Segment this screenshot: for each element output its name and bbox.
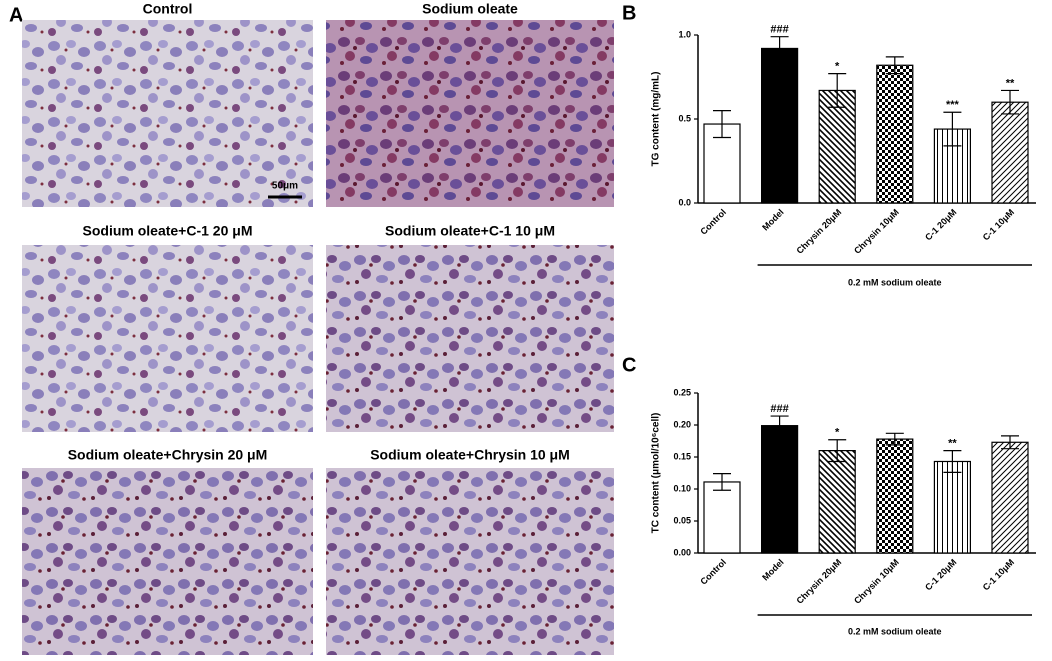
error-bar xyxy=(828,439,847,463)
significance: * xyxy=(835,61,840,73)
x-tick-label: Control xyxy=(698,207,728,237)
panel-label: A xyxy=(9,4,23,26)
y-axis-label: TG content (mg/mL) xyxy=(651,72,662,167)
significance: * xyxy=(835,427,840,439)
micrograph xyxy=(326,20,614,207)
bar xyxy=(876,438,914,554)
bar xyxy=(933,460,972,554)
significance: ### xyxy=(770,403,788,415)
image-title: Sodium oleate+Chrysin 20 μM xyxy=(68,447,268,463)
significance: ### xyxy=(770,24,788,36)
panel-label: B xyxy=(622,2,636,24)
x-tick-label: Control xyxy=(698,557,728,587)
micrograph xyxy=(326,245,614,432)
y-tick-label: 1.0 xyxy=(678,29,691,39)
error-bar xyxy=(713,473,731,491)
error-bar xyxy=(713,110,731,139)
error-bar xyxy=(885,56,904,75)
error-bar xyxy=(770,415,789,436)
error-bar xyxy=(1001,89,1019,115)
micrograph xyxy=(22,468,313,655)
y-tick-label: 0.05 xyxy=(673,515,691,525)
x-tick-label: C-1 20μM xyxy=(923,557,958,592)
x-tick-label: Chrysin 10μM xyxy=(852,207,901,256)
significance: ** xyxy=(948,438,957,450)
bar xyxy=(991,101,1029,204)
y-tick-label: 0.5 xyxy=(678,113,691,123)
group-label: 0.2 mM sodium oleate xyxy=(848,626,942,636)
y-tick-label: 0.00 xyxy=(673,547,691,557)
group-label: 0.2 mM sodium oleate xyxy=(848,277,942,287)
x-tick-label: C-1 10μM xyxy=(981,207,1016,242)
image-title: Sodium oleate+Chrysin 10 μM xyxy=(370,447,570,463)
error-bar xyxy=(885,432,904,446)
scale-bar-label: 50μm xyxy=(272,181,298,192)
significance: ** xyxy=(1006,77,1015,89)
y-tick-label: 0.0 xyxy=(678,197,691,207)
y-tick-label: 0.15 xyxy=(673,451,691,461)
bar xyxy=(703,481,741,554)
error-bar xyxy=(943,450,962,473)
significance: *** xyxy=(946,99,960,111)
error-bar xyxy=(943,111,962,147)
x-tick-label: Model xyxy=(760,557,785,582)
bar xyxy=(991,441,1029,554)
image-title: Sodium oleate+C-1 10 μM xyxy=(385,223,555,239)
x-tick-label: Model xyxy=(760,207,785,232)
image-title: Sodium oleate xyxy=(422,1,518,17)
error-bar xyxy=(828,73,847,108)
x-tick-label: Chrysin 20μM xyxy=(794,207,843,256)
micrograph xyxy=(326,468,614,655)
bar xyxy=(818,450,856,554)
image-title: Sodium oleate+C-1 20 μM xyxy=(83,223,253,239)
x-tick-label: Chrysin 20μM xyxy=(794,557,843,606)
y-tick-label: 0.25 xyxy=(673,387,691,397)
error-bar xyxy=(770,36,789,61)
bar xyxy=(876,64,914,204)
panel-label: C xyxy=(622,354,636,376)
x-tick-label: C-1 20μM xyxy=(923,207,958,242)
bar xyxy=(760,425,799,554)
bar xyxy=(760,47,799,204)
y-tick-label: 0.20 xyxy=(673,419,691,429)
y-tick-label: 0.10 xyxy=(673,483,691,493)
error-bar xyxy=(1001,435,1019,450)
micrograph xyxy=(22,245,313,432)
micrograph xyxy=(22,20,313,207)
y-axis-label: TC content (μmol/10⁶cell) xyxy=(651,413,662,534)
image-title: Control xyxy=(143,1,193,17)
x-tick-label: Chrysin 10μM xyxy=(852,557,901,606)
x-tick-label: C-1 10μM xyxy=(981,557,1016,592)
